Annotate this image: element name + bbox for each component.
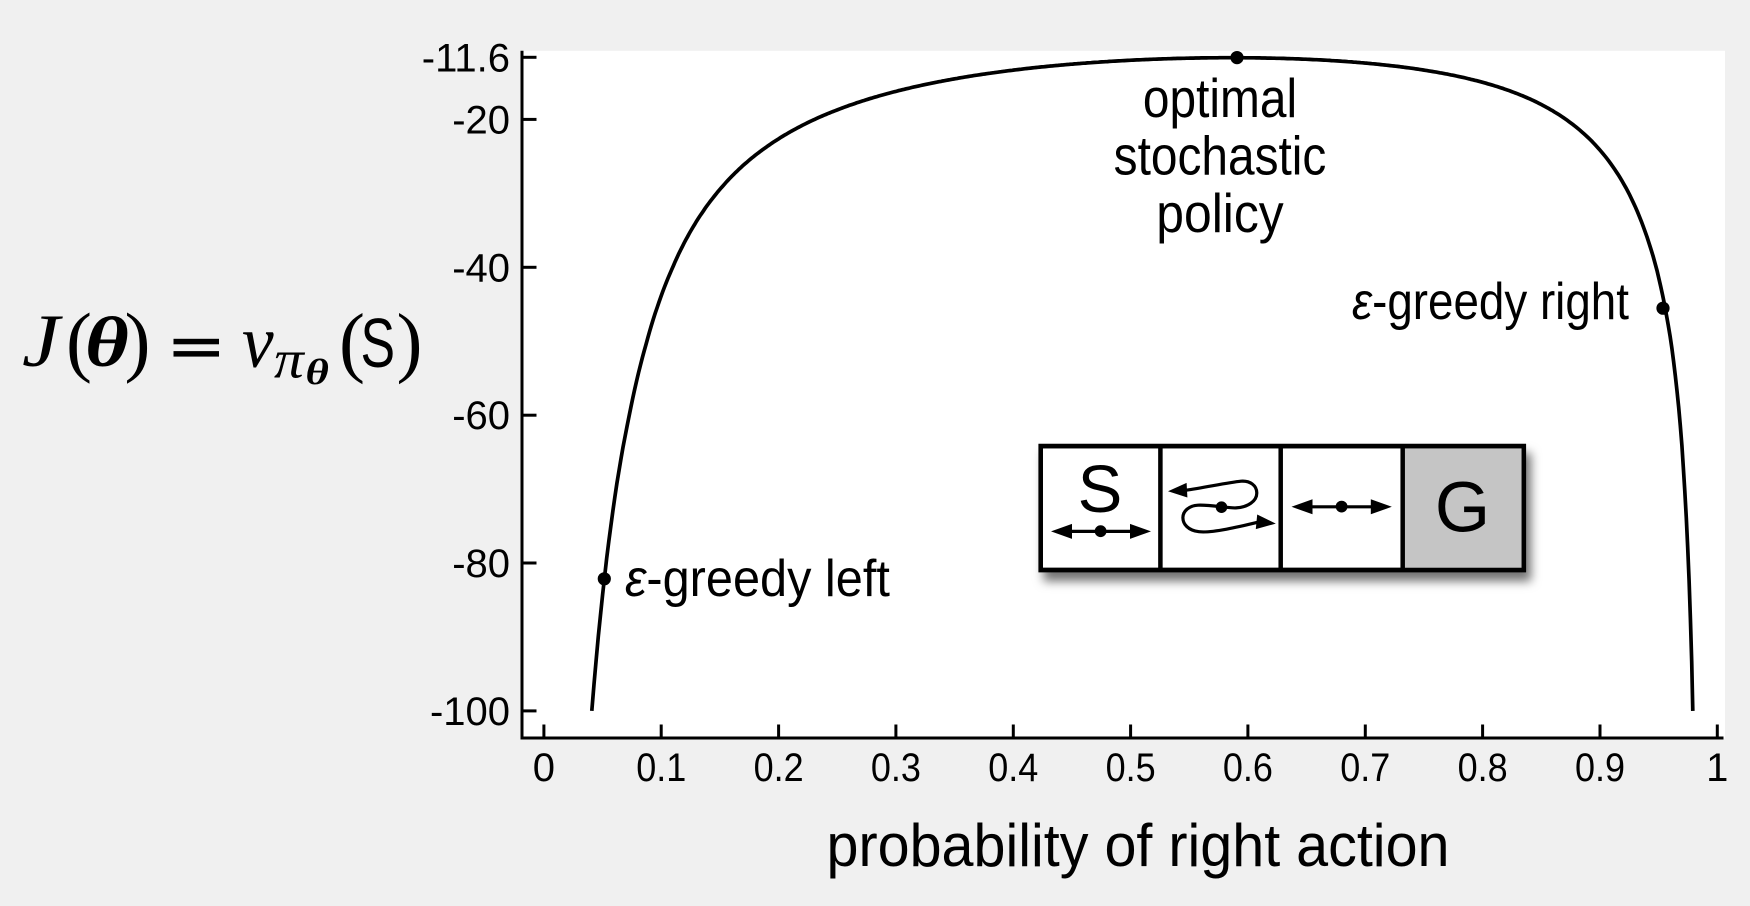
svg-text:θ: θ: [85, 302, 129, 381]
svg-text:0.7: 0.7: [1340, 746, 1390, 790]
svg-text:0.8: 0.8: [1458, 746, 1508, 790]
svg-text:ε-greedy right: ε-greedy right: [1352, 273, 1629, 330]
svg-text:0.5: 0.5: [1106, 746, 1156, 790]
svg-text:0.6: 0.6: [1223, 746, 1273, 790]
svg-text:θ: θ: [306, 352, 329, 392]
svg-text:0.1: 0.1: [636, 746, 686, 790]
svg-text:v: v: [242, 300, 274, 383]
svg-text:probability of right action: probability of right action: [826, 813, 1449, 879]
svg-text:ε-greedy left: ε-greedy left: [625, 549, 890, 608]
svg-text:optimal: optimal: [1143, 67, 1297, 129]
svg-text:-20: -20: [452, 98, 510, 142]
svg-text:S: S: [361, 304, 396, 382]
svg-text:0.3: 0.3: [871, 746, 921, 790]
svg-text:0: 0: [533, 746, 555, 790]
svg-text:policy: policy: [1156, 184, 1284, 245]
svg-text:-80: -80: [452, 542, 510, 586]
svg-text:-60: -60: [452, 394, 510, 438]
svg-text:-11.6: -11.6: [422, 36, 510, 80]
svg-text:): ): [397, 298, 423, 385]
svg-text:stochastic: stochastic: [1114, 124, 1327, 186]
svg-text:G: G: [1435, 469, 1490, 548]
svg-text:): ): [125, 297, 151, 384]
svg-text:(: (: [66, 297, 92, 384]
svg-text:S: S: [1078, 452, 1123, 527]
svg-text:0.9: 0.9: [1575, 746, 1625, 790]
svg-text:π: π: [274, 330, 305, 390]
svg-text:(: (: [339, 298, 365, 385]
svg-text:1: 1: [1706, 746, 1728, 790]
svg-text:0.2: 0.2: [754, 746, 804, 790]
svg-text:0.4: 0.4: [988, 746, 1038, 790]
svg-text:-40: -40: [452, 246, 510, 290]
svg-text:J: J: [22, 300, 63, 383]
svg-text:-100: -100: [430, 690, 510, 734]
